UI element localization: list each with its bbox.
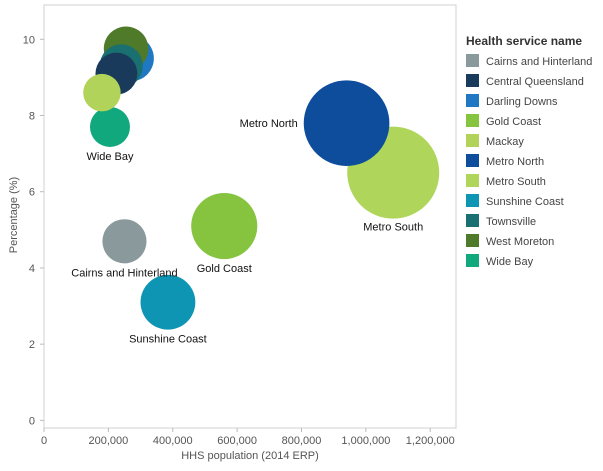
legend-swatch — [466, 94, 479, 107]
x-tick-label: 600,000 — [217, 435, 257, 447]
legend-item-label: Metro South — [486, 176, 546, 188]
bubbles — [83, 26, 440, 330]
legend-swatch — [466, 234, 479, 247]
legend-item-label: Central Queensland — [486, 76, 584, 88]
legend-item-label: Wide Bay — [486, 256, 534, 268]
x-tick-label: 200,000 — [88, 435, 128, 447]
legend-item-label: Darling Downs — [486, 96, 558, 108]
bubble-sunshine-coast — [140, 274, 196, 330]
bubble-cairns-and-hinterland — [102, 219, 147, 264]
legend-swatch — [466, 254, 479, 267]
legend-item-label: Cairns and Hinterland — [486, 56, 592, 68]
bubble-label: Wide Bay — [86, 151, 134, 163]
x-tick-label: 0 — [41, 435, 47, 447]
legend-item-label: West Moreton — [486, 236, 554, 248]
x-axis: 0 200,000 400,000 600,000 800,000 1,000,000 1,… — [41, 428, 455, 447]
bubble-label: Gold Coast — [197, 263, 252, 275]
y-axis: 0 2 4 6 8 10 — [23, 34, 44, 427]
y-tick-label: 0 — [29, 415, 35, 427]
bubble-gold-coast — [191, 192, 258, 260]
legend-swatch — [466, 214, 479, 227]
bubble-label: Metro North — [240, 118, 298, 130]
legend-swatch — [466, 154, 479, 167]
x-axis-title: HHS population (2014 ERP) — [181, 450, 319, 462]
legend-swatch — [466, 114, 479, 127]
bubble-wide-bay — [89, 106, 130, 147]
legend-item-label: Gold Coast — [486, 116, 541, 128]
bubble-label: Metro South — [363, 222, 423, 234]
bubble-label: Sunshine Coast — [129, 334, 207, 346]
x-tick-label: 800,000 — [282, 435, 322, 447]
x-tick-label: 400,000 — [153, 435, 193, 447]
bubble-metro-north — [303, 80, 390, 166]
bubble-label: Cairns and Hinterland — [71, 267, 177, 279]
legend-swatch — [466, 74, 479, 87]
legend-item-label: Metro North — [486, 156, 544, 168]
legend-swatch — [466, 54, 479, 67]
y-tick-label: 10 — [23, 34, 35, 46]
y-tick-label: 6 — [29, 187, 35, 199]
legend-swatch — [466, 194, 479, 207]
legend-item-label: Townsville — [486, 216, 536, 228]
y-tick-label: 4 — [29, 263, 35, 275]
y-axis-title: Percentage (%) — [8, 177, 20, 253]
bubble-mackay — [83, 73, 121, 112]
legend-swatch — [466, 134, 479, 147]
bubble-labels: Cairns and Hinterland Gold Coast Metro Nor… — [71, 118, 423, 346]
legend-item-label: Sunshine Coast — [486, 196, 564, 208]
legend-item-label: Mackay — [486, 136, 524, 148]
y-tick-label: 8 — [29, 111, 35, 123]
legend-swatch — [466, 174, 479, 187]
x-tick-label: 1,000,000 — [341, 435, 390, 447]
legend: Health service name Cairns and Hinterlan… — [466, 34, 592, 268]
x-tick-label: 1,200,000 — [406, 435, 455, 447]
legend-title: Health service name — [466, 34, 582, 48]
y-tick-label: 2 — [29, 339, 35, 351]
